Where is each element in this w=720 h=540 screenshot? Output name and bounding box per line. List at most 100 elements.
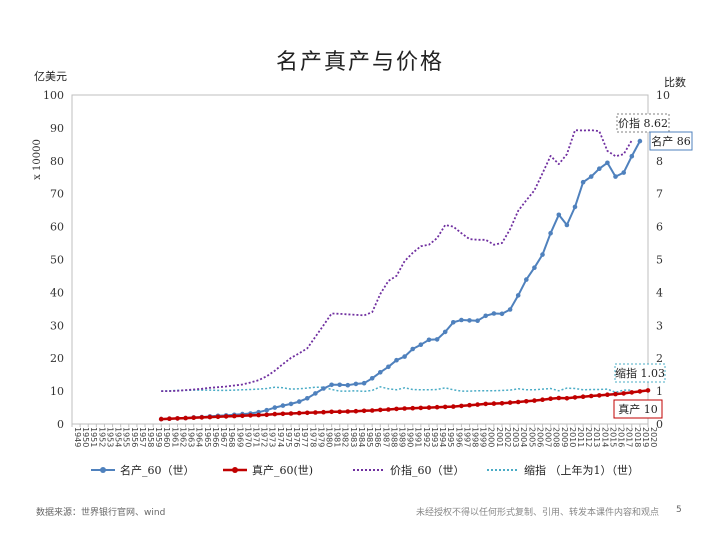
data-point-real-57 (621, 391, 626, 396)
x-tick-label-43: 1992 (422, 427, 431, 447)
data-point-nominal-44 (515, 293, 521, 298)
x-tick-label-9: 1958 (146, 427, 155, 447)
data-point-real-5 (199, 415, 205, 420)
data-point-nominal-53 (588, 174, 594, 179)
data-point-real-11 (248, 413, 253, 418)
data-point-nominal-24 (353, 381, 359, 387)
y-left-tick-label-1: 10 (50, 385, 64, 398)
x-tick-label-15: 1964 (195, 427, 204, 447)
data-point-real-46 (532, 398, 537, 403)
data-point-real-48 (548, 396, 553, 402)
data-point-nominal-22 (337, 382, 343, 388)
x-tick-label-59: 2008 (552, 427, 561, 447)
data-point-nominal-39 (475, 318, 480, 324)
y-right-tick-label-1: 1 (656, 385, 663, 398)
data-point-real-47 (540, 397, 545, 403)
data-point-nominal-28 (386, 364, 391, 370)
data-point-real-53 (588, 393, 594, 399)
data-point-real-40 (483, 401, 489, 407)
data-point-real-54 (597, 393, 602, 398)
x-tick-label-53: 2002 (503, 427, 512, 447)
x-tick-label-1: 1950 (81, 427, 90, 447)
legend: 名产_60（世） 真产_60(世) 价指_60（世） 缩指 （上年为1）（世） (90, 462, 650, 478)
annotation-nominal-box (649, 131, 693, 151)
data-point-real-0 (158, 416, 164, 422)
x-tick-label-2: 1951 (89, 427, 98, 447)
x-tick-label-12: 1961 (170, 427, 179, 447)
annotation-real-box (613, 399, 663, 419)
y-left-tick-label-5: 50 (50, 254, 64, 267)
x-tick-label-46: 1995 (446, 427, 455, 447)
data-point-nominal-16 (288, 401, 294, 407)
x-tick-label-70: 2019 (641, 427, 650, 447)
y-left-tick-label-8: 80 (50, 155, 64, 168)
data-point-real-6 (207, 414, 213, 420)
legend-item-price-index: 价指_60（世） (352, 462, 465, 478)
legend-label-nominal: 名产_60（世） (120, 464, 195, 477)
data-point-real-1 (167, 416, 172, 422)
x-tick-label-50: 1999 (479, 427, 488, 447)
x-tick-label-47: 1996 (454, 427, 463, 447)
legend-label-real: 真产_60(世) (252, 464, 314, 477)
data-point-real-23 (345, 409, 351, 414)
data-point-real-45 (524, 399, 529, 404)
data-point-real-20 (321, 409, 326, 415)
legend-item-deflator: 缩指 （上年为1）（世） (486, 462, 639, 478)
y-left-tick-label-9: 90 (50, 122, 64, 135)
data-point-nominal-18 (305, 396, 310, 401)
x-tick-label-6: 1955 (122, 427, 131, 447)
annotation-deflator-label: 缩指 1.03 (615, 366, 665, 380)
data-point-real-15 (280, 411, 286, 417)
x-tick-label-16: 1965 (203, 427, 212, 447)
x-tick-label-35: 1984 (357, 427, 366, 447)
data-point-nominal-52 (580, 179, 586, 185)
data-point-nominal-13 (264, 407, 270, 413)
x-tick-label-67: 2016 (617, 427, 626, 447)
x-tick-label-37: 1986 (373, 427, 382, 447)
x-tick-label-21: 1970 (243, 427, 252, 447)
legend-swatch-deflator (487, 469, 519, 471)
data-source-note: 数据来源：世界银行官网、wind (36, 508, 166, 518)
data-point-real-10 (240, 413, 245, 419)
data-point-nominal-46 (532, 265, 537, 271)
data-point-real-28 (386, 407, 391, 412)
y-right-tick-label-10: 10 (656, 89, 670, 102)
x-tick-label-71: 2020 (649, 427, 658, 447)
data-point-nominal-36 (451, 320, 456, 325)
data-point-real-52 (580, 394, 586, 400)
data-point-real-36 (451, 404, 456, 409)
x-tick-label-33: 1982 (341, 427, 350, 447)
x-tick-label-0: 1949 (73, 427, 82, 447)
data-point-nominal-15 (280, 403, 286, 408)
legend-item-nominal: 名产_60（世） (90, 462, 195, 478)
data-point-real-24 (353, 408, 359, 414)
x-tick-label-20: 1969 (235, 427, 244, 447)
data-point-real-13 (264, 412, 270, 418)
left-axis-multiplier-label: x 10000 (32, 139, 43, 180)
data-point-nominal-58 (629, 153, 635, 159)
data-point-real-30 (402, 406, 407, 411)
data-point-real-32 (418, 405, 424, 411)
y-left-tick-label-7: 70 (50, 188, 64, 201)
x-tick-label-7: 1956 (130, 427, 139, 447)
annotation-real-label: 真产 10 (618, 402, 658, 416)
x-tick-label-31: 1980 (324, 427, 333, 447)
x-tick-label-61: 2010 (568, 427, 577, 447)
annotation-deflator-box (614, 363, 666, 383)
data-point-nominal-30 (402, 354, 407, 359)
y-right-tick-label-0: 0 (656, 418, 663, 431)
data-point-nominal-43 (507, 307, 513, 312)
y-right-tick-label-8: 8 (656, 155, 663, 168)
data-point-nominal-57 (621, 170, 626, 175)
right-axis-unit-label: 比数 (664, 76, 686, 89)
x-tick-label-11: 1960 (162, 427, 171, 447)
x-tick-label-23: 1972 (260, 427, 269, 447)
x-tick-label-60: 2009 (560, 427, 569, 447)
data-point-real-12 (256, 412, 261, 418)
data-point-nominal-37 (459, 317, 464, 323)
x-tick-label-17: 1966 (211, 427, 220, 447)
x-tick-label-41: 1990 (406, 427, 415, 447)
data-point-nominal-27 (378, 370, 383, 375)
x-tick-label-40: 1989 (398, 427, 407, 447)
